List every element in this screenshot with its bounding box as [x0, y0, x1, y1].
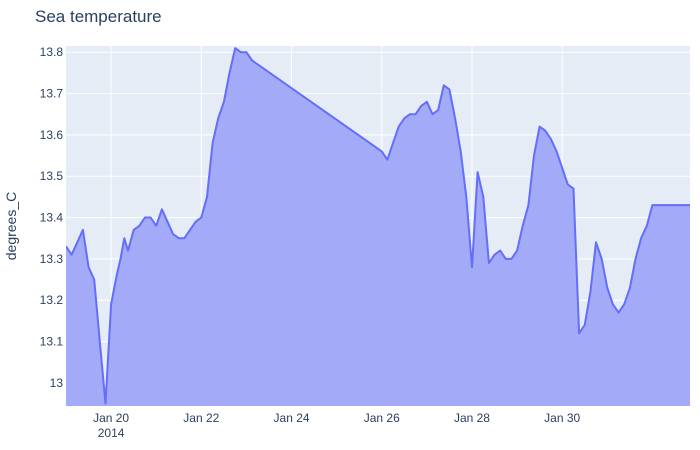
- series-line[interactable]: [66, 47, 690, 405]
- y-tick-label: 13.1: [40, 335, 64, 349]
- y-tick-label: 13: [50, 376, 64, 390]
- y-tick-label: 13.5: [40, 169, 64, 183]
- x-tick-label: Jan 28: [454, 411, 490, 425]
- y-tick-label: 13.2: [40, 293, 64, 307]
- chart-title: Sea temperature: [35, 7, 162, 26]
- y-axis-title: degrees_C: [3, 192, 19, 261]
- y-tick-label: 13.4: [40, 211, 64, 225]
- x-tick-label: Jan 22: [183, 411, 219, 425]
- x-tick-label: Jan 26: [364, 411, 400, 425]
- series-area-fill: [66, 48, 690, 406]
- x-tick-label: Jan 24: [274, 411, 310, 425]
- y-tick-label: 13.3: [40, 252, 64, 266]
- y-tick-label: 13.7: [40, 87, 64, 101]
- x-tick-label: Jan 20: [93, 411, 129, 425]
- x-tick-label: Jan 30: [544, 411, 580, 425]
- y-tick-label: 13.6: [40, 128, 64, 142]
- x-tick-year-label: 2014: [98, 426, 125, 440]
- y-tick-labels: 13 13.1 13.2 13.3 13.4 13.5 13.6 13.7 13.8: [40, 45, 64, 390]
- y-tick-label: 13.8: [40, 45, 64, 59]
